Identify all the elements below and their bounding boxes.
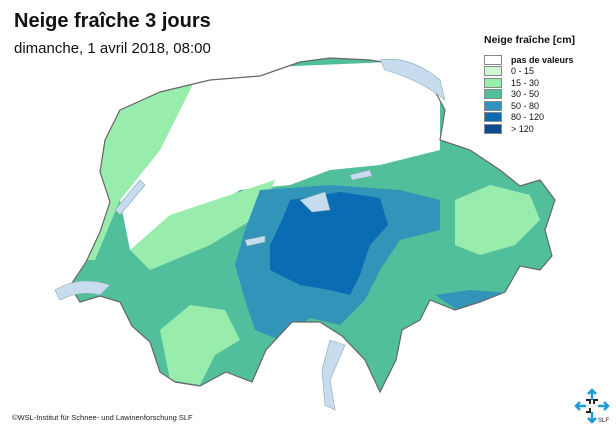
lake-neuchatel [114,179,146,216]
lake-thun [244,235,266,247]
lake-zurich [349,169,373,181]
legend-label: 80 - 120 [511,112,545,123]
legend-label: > 120 [511,123,534,134]
logo-text: SLF [598,418,609,424]
region-15-30-prealps [130,180,275,270]
date-subtitle: dimanche, 1 avril 2018, 08:00 [14,40,211,57]
copyright: ©WSL-Institut für Schnee- und Lawinenfor… [12,413,193,422]
legend-swatch [484,89,502,100]
legend-item: 0 - 15 [484,66,575,78]
legend-swatch [484,123,502,134]
legend-label: 15 - 30 [511,77,540,88]
legend-swatch [484,54,502,65]
legend-item: 30 - 50 [484,89,575,101]
legend-title: Neige fraîche [cm] [484,34,576,46]
snowflake-icon: SLF [574,388,610,424]
page-title: Neige fraîche 3 jours [14,10,211,32]
legend-swatch [484,112,502,123]
legend-swatch [484,100,502,111]
lake-maggiore [321,339,346,411]
lake-constance [379,58,446,101]
legend-swatch [484,77,502,88]
legend-item: pas de valeurs [484,54,575,66]
legend-item: > 120 [484,123,575,135]
legend-swatch [484,66,502,77]
legend-item: 50 - 80 [484,100,575,112]
legend-label: 0 - 15 [511,66,535,77]
lake-lucerne [299,191,331,213]
legend-label: 50 - 80 [511,100,540,111]
legend-label: pas de valeurs [511,54,574,65]
region-15-30-grisons [455,185,540,255]
legend-item: 15 - 30 [484,77,575,89]
lakes [54,58,446,411]
lake-geneva [54,280,111,301]
region-80-120 [270,192,388,295]
legend-label: 30 - 50 [511,89,540,100]
legend-item: 80 - 120 [484,112,575,124]
region-15-30-valais [160,305,240,385]
region-no-values [120,60,440,250]
legend: Neige fraîche [cm] pas de valeurs 0 - 15… [484,34,575,135]
